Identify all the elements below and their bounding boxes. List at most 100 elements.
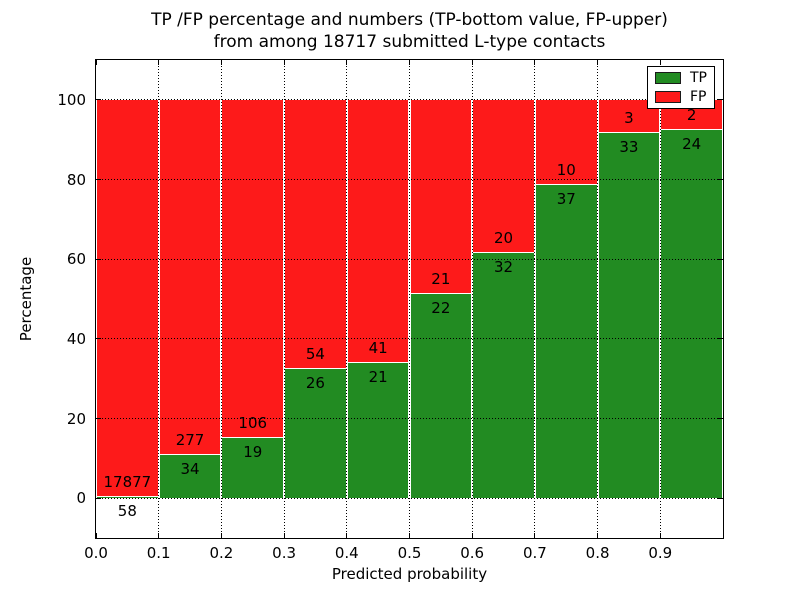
bar-fp-segment <box>159 99 221 455</box>
tp-count-label: 37 <box>556 189 576 208</box>
bar-fp-segment <box>410 99 472 295</box>
v-gridline <box>597 60 599 538</box>
y-tick-label: 0 <box>76 489 86 508</box>
x-tick-mark <box>283 60 285 65</box>
y-tick-label: 20 <box>66 409 86 428</box>
fp-count-label: 17877 <box>103 472 152 491</box>
bar-tp-segment <box>159 454 221 499</box>
legend: TP FP <box>647 66 715 109</box>
bar-fp-segment <box>222 99 284 438</box>
x-tick-mark <box>534 60 536 65</box>
tp-count-label: 24 <box>682 135 702 154</box>
h-gridline <box>96 338 723 340</box>
y-tick-mark <box>718 99 723 101</box>
x-tick-mark <box>471 533 473 538</box>
x-tick-mark <box>534 533 536 538</box>
y-tick-mark <box>718 338 723 340</box>
bar-tp-segment <box>347 363 409 499</box>
x-tick-mark <box>346 533 348 538</box>
tp-count-label: 32 <box>493 258 514 277</box>
y-tick-mark <box>718 497 723 499</box>
tp-count-label: 26 <box>305 373 325 392</box>
plot-area: TP FP 17877 58 277 34 106 19 54 26 41 21 21 22 20 32 1… <box>95 59 724 539</box>
fp-count-label: 20 <box>493 229 514 248</box>
y-tick-mark <box>96 179 101 180</box>
fp-count-label: 2 <box>686 106 697 125</box>
bar-fp-segment <box>535 99 597 185</box>
tp-count-label: 58 <box>117 501 137 520</box>
fp-count-label: 3 <box>624 109 634 128</box>
x-tick-mark <box>220 533 222 538</box>
fp-count-label: 10 <box>556 160 576 179</box>
bar-tp-segment <box>535 184 597 499</box>
y-tick-label: 60 <box>66 250 86 269</box>
h-gridline <box>96 179 723 180</box>
bar-fp-segment <box>97 99 158 497</box>
y-tick-label: 40 <box>66 329 86 348</box>
x-tick-label: 0.7 <box>522 544 547 562</box>
fp-count-label: 54 <box>305 344 325 363</box>
v-gridline <box>471 60 473 538</box>
bar-tp-segment <box>222 437 284 499</box>
y-tick-mark <box>96 258 101 260</box>
bar-fp-segment <box>473 99 534 254</box>
x-tick-label: 0.6 <box>460 544 485 562</box>
x-tick-mark <box>409 533 410 538</box>
v-gridline <box>346 60 348 538</box>
x-axis-label: Predicted probability <box>331 565 488 583</box>
x-tick-label: 0.4 <box>334 544 359 562</box>
x-tick-label: 0.0 <box>84 544 108 562</box>
x-tick-mark <box>158 60 160 65</box>
fp-count-label: 21 <box>431 270 451 289</box>
x-tick-mark <box>158 533 160 538</box>
x-tick-mark <box>597 533 599 538</box>
x-tick-mark <box>471 60 473 65</box>
bar-tp-segment <box>473 253 534 499</box>
x-tick-mark <box>96 533 97 538</box>
y-tick-mark <box>96 418 101 419</box>
y-tick-mark <box>718 258 723 260</box>
x-tick-mark <box>96 60 97 65</box>
x-tick-mark <box>346 60 348 65</box>
legend-swatch-fp-icon <box>655 91 681 103</box>
x-tick-label: 0.9 <box>648 544 673 562</box>
legend-label-fp: FP <box>690 89 707 105</box>
tp-count-label: 34 <box>180 459 200 478</box>
v-gridline <box>409 60 410 538</box>
bar-tp-segment <box>598 133 660 499</box>
x-tick-mark <box>409 60 410 65</box>
x-tick-mark <box>659 60 661 65</box>
fp-count-label: 41 <box>368 339 388 358</box>
bar-fp-segment <box>347 99 409 364</box>
tp-count-label: 33 <box>619 138 639 157</box>
tp-count-label: 19 <box>243 442 263 461</box>
x-tick-label: 0.5 <box>397 544 422 562</box>
x-tick-label: 0.8 <box>585 544 610 562</box>
bar-fp-segment <box>285 99 346 369</box>
y-axis-label: Percentage <box>17 256 35 342</box>
x-tick-mark <box>220 60 222 65</box>
bar-tp-segment <box>97 496 158 499</box>
v-gridline <box>659 60 661 538</box>
y-tick-mark <box>718 179 723 180</box>
x-tick-mark <box>283 533 285 538</box>
x-tick-label: 0.2 <box>209 544 234 562</box>
h-gridline <box>96 258 723 260</box>
bar-tp-segment <box>285 368 346 499</box>
fp-count-label: 277 <box>175 430 205 449</box>
tp-count-label: 21 <box>368 368 388 387</box>
h-gridline <box>96 418 723 419</box>
v-gridline <box>534 60 536 538</box>
chart-title: TP /FP percentage and numbers (TP-bottom… <box>96 9 723 53</box>
chart-title-line1: TP /FP percentage and numbers (TP-bottom… <box>151 10 668 30</box>
y-tick-label: 100 <box>57 90 86 109</box>
bar-tp-segment <box>410 294 472 499</box>
legend-item-fp: FP <box>655 90 707 104</box>
y-tick-mark <box>96 338 101 340</box>
v-gridline <box>283 60 285 538</box>
x-tick-label: 0.3 <box>272 544 297 562</box>
tp-count-label: 22 <box>431 299 451 318</box>
x-tick-mark <box>597 60 599 65</box>
bar-tp-segment <box>661 130 722 499</box>
